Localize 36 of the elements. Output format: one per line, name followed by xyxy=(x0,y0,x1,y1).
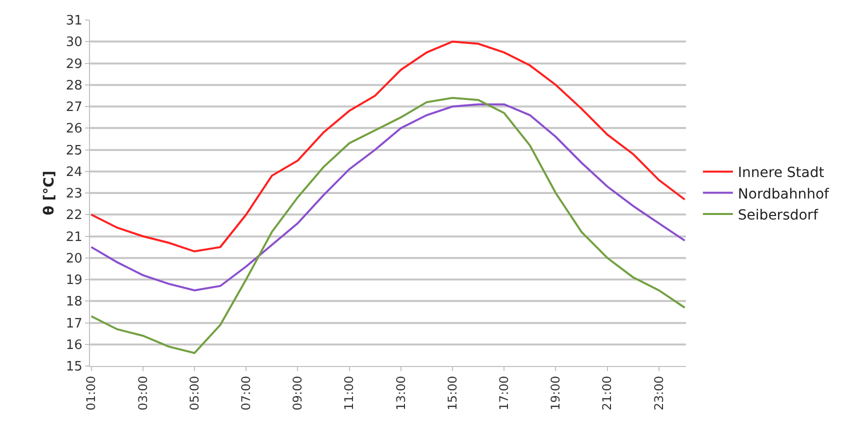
y-tick-label: 30 xyxy=(66,35,82,50)
y-tick-label: 20 xyxy=(66,251,82,266)
legend-label: Innere Stadt xyxy=(738,165,825,182)
x-tick-label: 21:00 xyxy=(600,376,614,410)
line-series xyxy=(90,103,686,292)
x-tick-label: 03:00 xyxy=(136,376,150,410)
x-tick-label: 11:00 xyxy=(342,376,356,410)
line-series xyxy=(90,96,686,354)
y-tick-label: 18 xyxy=(66,294,82,310)
line-series xyxy=(90,40,686,252)
y-axis-title: θ [°C] xyxy=(41,170,58,216)
y-tick-label: 19 xyxy=(66,273,82,288)
y-tick-label: 24 xyxy=(66,164,82,180)
y-tick-label: 22 xyxy=(66,208,82,224)
legend-label: Nordbahnhof xyxy=(738,186,830,202)
y-tick-label: 29 xyxy=(66,56,82,72)
y-tick-label: 15 xyxy=(66,360,82,375)
y-tick-label: 28 xyxy=(66,78,82,94)
x-tick-label: 19:00 xyxy=(548,376,563,410)
y-tick-label: 31 xyxy=(66,14,82,29)
y-tick-label: 16 xyxy=(66,338,82,353)
legend-label: Seibersdorf xyxy=(738,207,820,224)
x-tick-label: 07:00 xyxy=(239,376,253,410)
x-tick-label: 01:00 xyxy=(84,376,98,410)
x-tick-label: 13:00 xyxy=(394,376,408,410)
y-tick-label: 27 xyxy=(66,100,82,116)
y-tick-label: 17 xyxy=(66,316,82,332)
y-tick-label: 23 xyxy=(66,186,82,202)
x-tick-label: 09:00 xyxy=(290,376,305,410)
y-tick-label: 25 xyxy=(66,143,82,158)
y-tick-label: 26 xyxy=(66,122,82,137)
x-tick-label: 17:00 xyxy=(497,376,511,410)
x-tick-label: 05:00 xyxy=(187,376,202,410)
x-tick-label: 15:00 xyxy=(445,376,460,410)
x-tick-label: 23:00 xyxy=(652,376,666,410)
y-tick-label: 21 xyxy=(66,230,82,245)
